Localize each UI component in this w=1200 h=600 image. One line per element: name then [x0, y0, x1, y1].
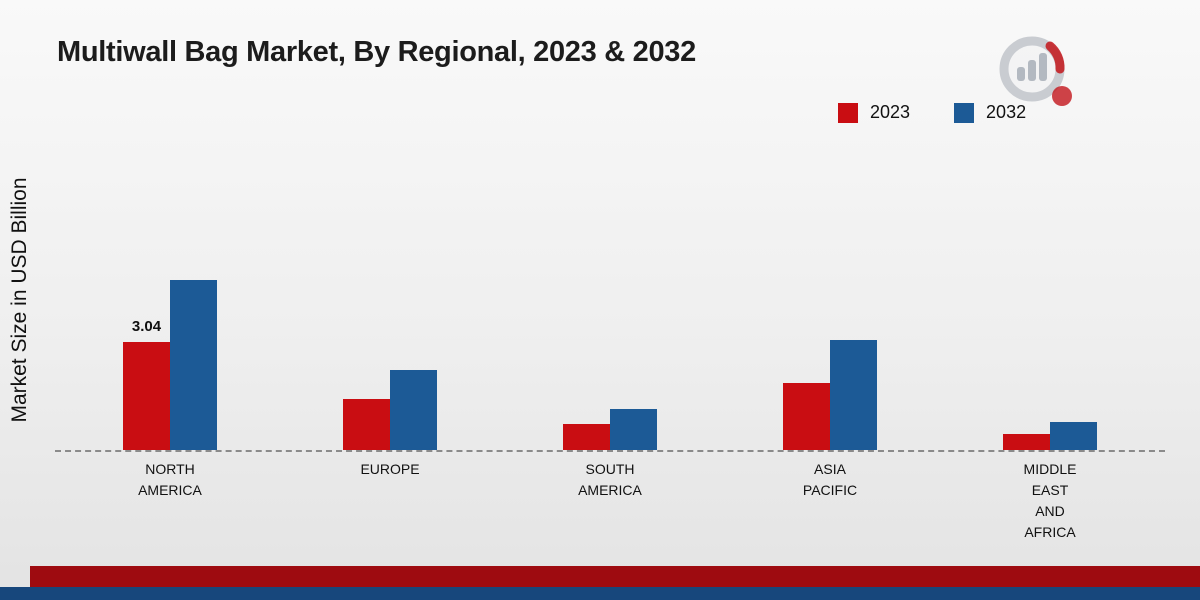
legend-swatch-2032: [954, 102, 975, 123]
brand-logo-icon: [999, 36, 1072, 106]
bar-2023-1: [343, 399, 390, 450]
bar-2023-4: [1003, 434, 1050, 450]
bar-group-4: MIDDLE EAST AND AFRICA: [940, 250, 1160, 540]
bar-value-label: 3.04: [131, 318, 162, 335]
category-label-4: MIDDLE EAST AND AFRICA: [1023, 461, 1077, 540]
plot-area: 3.04 NORTH AMERICA EUROPE SOUTH AMERICA ASIA PA…: [60, 250, 1160, 540]
category-label-0: NORTH AMERICA: [138, 461, 202, 498]
bar-2032-4: [1050, 422, 1097, 450]
bar-2032-2: [610, 409, 657, 450]
legend-swatch-2023: [838, 102, 858, 123]
bar-group-2: SOUTH AMERICA: [500, 250, 720, 498]
chart-title: Multiwall Bag Market, By Regional, 2023 …: [57, 36, 696, 68]
brand-logo: [990, 32, 1082, 119]
footer-red-strip: [30, 566, 1200, 587]
legend: 2023 2032: [838, 102, 1026, 123]
y-axis-label: Market Size in USD Billion: [8, 177, 31, 423]
bar-2032-3: [830, 340, 877, 450]
footer-blue-strip: [0, 587, 1200, 600]
x-axis-baseline: [55, 450, 1165, 452]
bar-group-1: EUROPE: [280, 250, 500, 477]
legend-item-2032: 2032: [954, 102, 1026, 123]
bar-2023-2: [563, 424, 610, 450]
bar-group-0: 3.04 NORTH AMERICA: [60, 250, 280, 498]
category-label-3: ASIA PACIFIC: [802, 461, 858, 498]
legend-label-2032: 2032: [986, 102, 1027, 122]
bar-2032-1: [390, 370, 437, 450]
bar-group-3: ASIA PACIFIC: [720, 250, 940, 498]
bar-2023-3: [783, 383, 830, 450]
category-label-1: EUROPE: [360, 461, 420, 477]
bar-2023-0: 3.04: [123, 318, 170, 450]
bar-2032-0: [170, 280, 217, 450]
category-label-2: SOUTH AMERICA: [578, 461, 642, 498]
legend-item-2023: 2023: [838, 102, 910, 123]
legend-label-2023: 2023: [870, 102, 911, 122]
